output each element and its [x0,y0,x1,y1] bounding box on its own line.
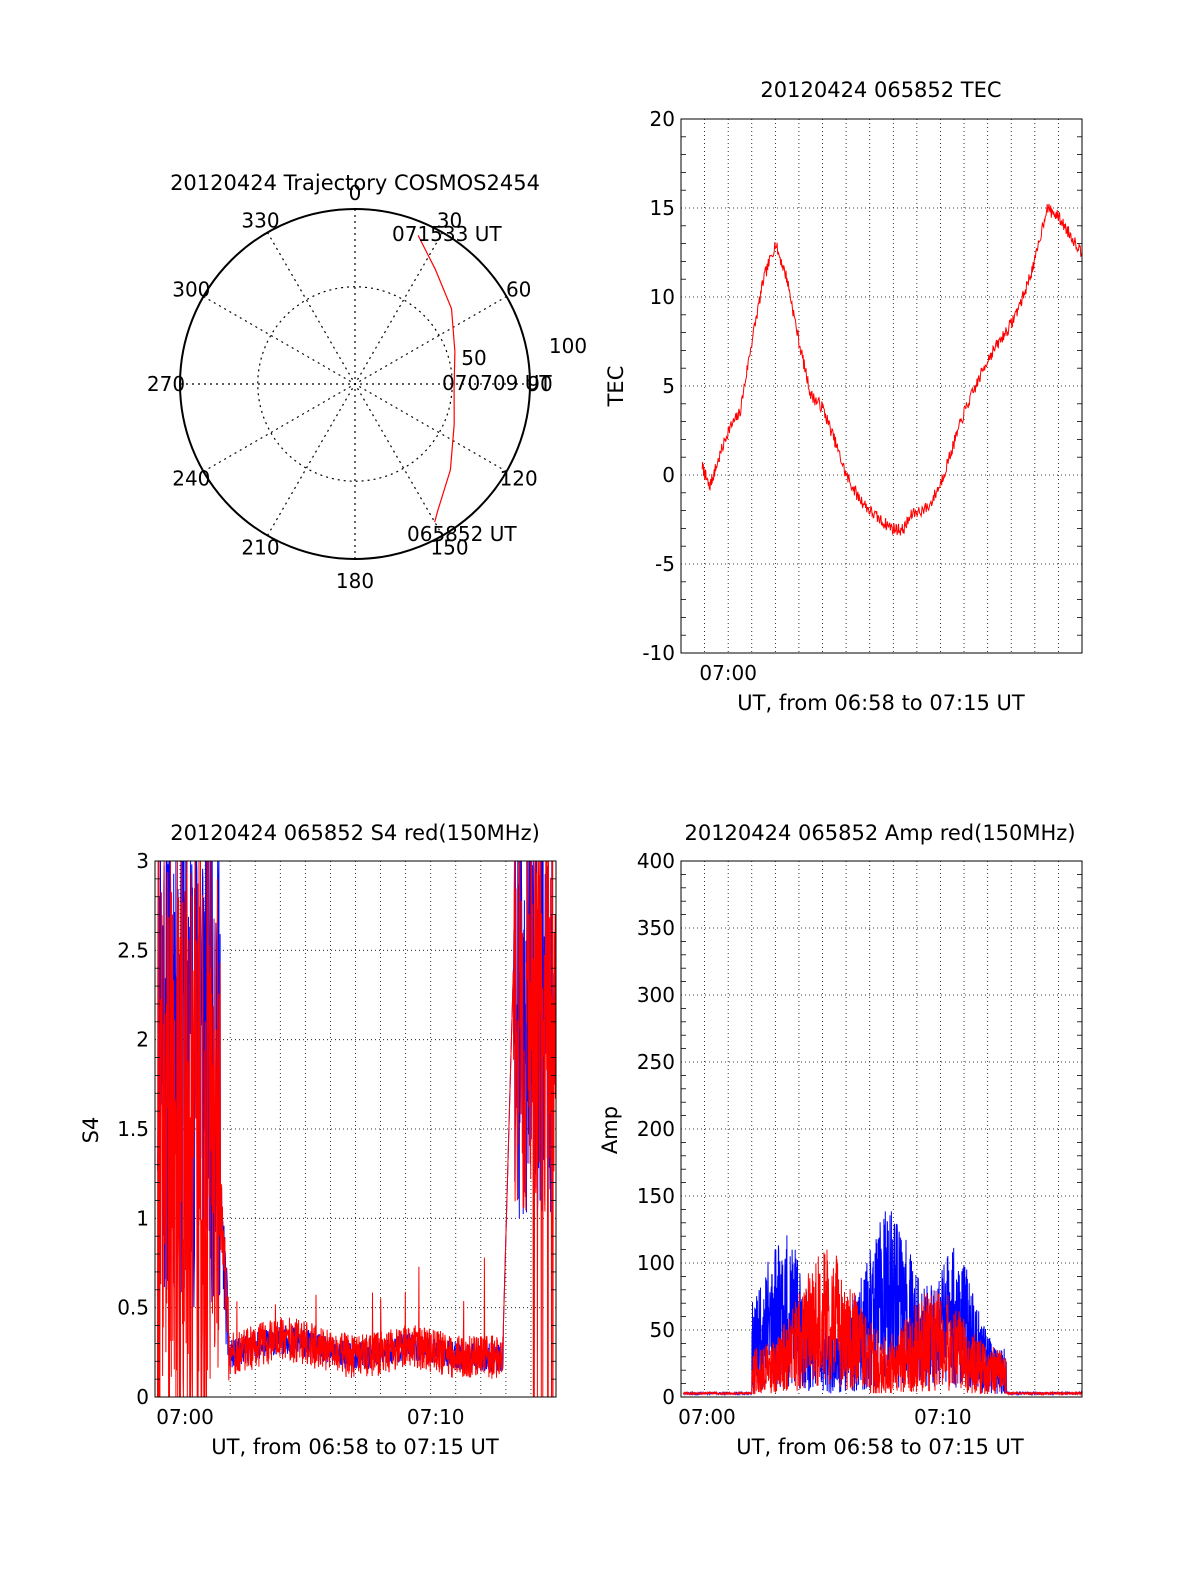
polar-ring-label-50: 50 [461,346,486,370]
amp-ytick-label: 200 [637,1117,675,1141]
amp-series-red [682,1249,1083,1397]
tec-frame [680,118,1083,654]
polar-azimuth-label: 30 [437,208,462,232]
tec-ytick-label: 0 [662,463,675,487]
amp-ticks: 400 350 300 250 200 150 100 50 007:00 07:10 [637,849,1082,1429]
s4-ylabel: S4 [79,1117,103,1144]
tec-title: 20120424 065852 TEC [760,78,1001,102]
amp-ytick-label: 100 [637,1251,675,1275]
polar-title: 20120424 Trajectory COSMOS2454 [170,171,540,195]
s4-ytick-label: 0.5 [117,1296,149,1320]
s4-ytick-label: 1 [136,1206,149,1230]
amp-panel: 20120424 065852 Amp red(150MHz) 400 350 30… [598,821,1083,1459]
polar-azimuth-label: 60 [506,278,531,302]
s4-xtick-label: 07:10 [407,1405,465,1429]
s4-xtick-label: 07:00 [156,1405,214,1429]
amp-xtick-label: 07:00 [678,1405,736,1429]
tec-ytick-label: 5 [662,374,675,398]
polar-azimuth-label: 0 [349,181,362,205]
amp-ytick-label: 350 [637,916,675,940]
polar-annotation-mid: 070709 UT [442,371,552,395]
polar-annotation-start: 071533 UT [392,222,502,246]
polar-azimuth-label: 240 [172,467,210,491]
tec-ytick-label: 10 [650,285,675,309]
amp-ytick-label: 150 [637,1184,675,1208]
amp-ytick-label: 250 [637,1050,675,1074]
tec-ytick-label: -5 [655,552,675,576]
amp-title: 20120424 065852 Amp red(150MHz) [684,821,1075,845]
polar-ring-label-100: 100 [549,334,587,358]
polar-ring-50 [257,286,453,482]
polar-azimuth-label: 150 [430,536,468,560]
polar-panel: 20120424 Trajectory COSMOS2454 0 30 60 90 12… [147,171,587,593]
tec-series-line [701,203,1083,536]
amp-ytick-label: 400 [637,849,675,873]
tec-grid [681,119,1082,653]
tec-ytick-label: -10 [642,641,675,665]
amp-ytick-label: 50 [650,1318,675,1342]
tec-ylabel: TEC [604,366,628,408]
polar-annotation-end: 065852 UT [407,522,517,546]
amp-data [682,1211,1083,1397]
s4-ytick-label: 3 [136,849,149,873]
amp-grid [681,861,1082,1397]
s4-frame [154,860,557,1398]
s4-panel: 20120424 065852 S4 red(150MHz) 3 2.5 2 1.5 1… [79,821,557,1459]
polar-grid [180,209,530,559]
polar-azimuth-label: 270 [147,372,185,396]
amp-frame [680,860,1083,1398]
amp-xlabel: UT, from 06:58 to 07:15 UT [736,1435,1024,1459]
polar-azimuth-label: 90 [527,372,552,396]
s4-ticks: 3 2.5 2 1.5 1 0.5 0 07:00 07:10 [117,849,556,1429]
polar-trajectory-line [417,235,456,523]
s4-ytick-label: 2.5 [117,938,149,962]
polar-spoke [266,232,444,536]
polar-azimuth-label: 180 [336,569,374,593]
amp-ytick-label: 300 [637,983,675,1007]
polar-azimuth-label: 120 [500,467,538,491]
s4-ytick-label: 2 [136,1028,149,1052]
tec-ticks: 20 15 10 5 0 -5 -10 07:00 [642,107,1082,685]
s4-data [157,860,557,1398]
s4-ytick-label: 1.5 [117,1117,149,1141]
tec-xlabel: UT, from 06:58 to 07:15 UT [737,691,1025,715]
tec-ytick-label: 20 [650,107,675,131]
amp-xtick-label: 07:10 [914,1405,972,1429]
polar-azimuth-label: 210 [241,536,279,560]
amp-ylabel: Amp [598,1106,622,1154]
s4-title: 20120424 065852 S4 red(150MHz) [170,821,540,845]
polar-horizon-circle [179,208,531,560]
s4-series-red [157,860,557,1398]
s4-xlabel: UT, from 06:58 to 07:15 UT [211,1435,499,1459]
tec-ytick-label: 15 [650,196,675,220]
s4-ytick-label: 0 [136,1385,149,1409]
polar-azimuth-label: 300 [172,278,210,302]
tec-panel: 20120424 065852 TEC 20 15 10 5 0 -5 -10 07:00 U… [604,78,1083,715]
tec-data [701,203,1083,536]
tec-xtick-label: 07:00 [699,661,757,685]
amp-ytick-label: 0 [662,1385,675,1409]
polar-azimuth-label: 330 [241,208,279,232]
polar-azimuth-labels: 0 30 60 90 120 150 180 210 240 270 300 330 [147,181,553,593]
